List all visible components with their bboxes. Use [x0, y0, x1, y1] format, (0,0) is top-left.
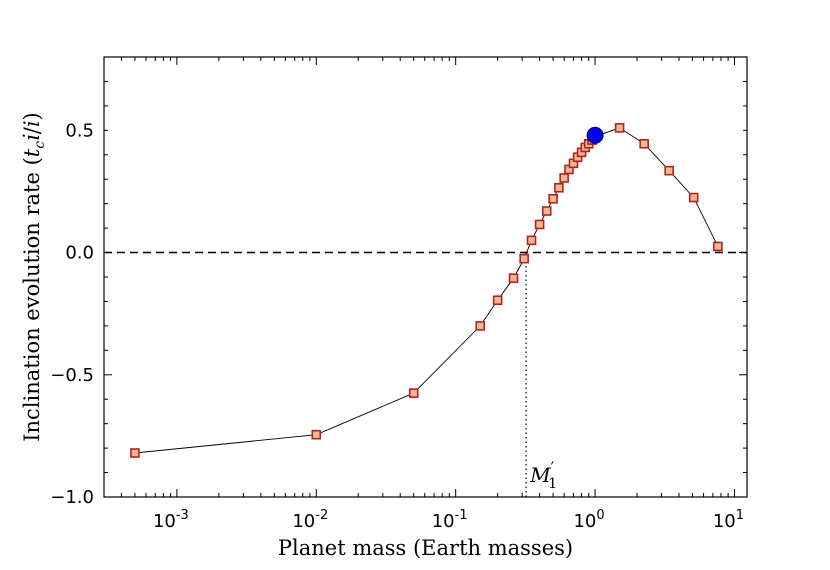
y-axis-title: Inclination evolution rate (tci̇/i)	[20, 112, 48, 442]
x-tick-label: 101	[713, 508, 744, 532]
x-axis-title: Planet mass (Earth masses)	[278, 536, 573, 560]
data-point	[534, 219, 545, 230]
annotation-m: M	[529, 463, 551, 487]
m1-prime-annotation: M′ 1	[529, 458, 557, 492]
tick-labels: 0.5 0.0 −0.5 −1.0 10-3 10-2 10-1 100 101	[50, 120, 744, 532]
highlight-point	[586, 126, 604, 144]
y-axis-title-main: Inclination evolution rate (	[20, 157, 44, 442]
data-point	[688, 192, 699, 203]
data-series	[130, 123, 723, 458]
data-point	[548, 193, 558, 204]
y-tick-label: −1.0	[50, 487, 94, 508]
data-point	[713, 241, 723, 252]
y-axis-title-i: i	[20, 120, 44, 127]
y-axis-title-t: t	[20, 148, 44, 157]
y-tick-label: −0.5	[50, 365, 94, 386]
y-axis-title-idot: i̇	[20, 134, 44, 141]
data-point	[614, 123, 625, 133]
y-axis-title-slash: /	[20, 126, 44, 134]
data-point	[554, 182, 564, 193]
data-point	[408, 388, 419, 398]
y-axis-title-sub-c: c	[32, 141, 48, 149]
axis-ticks	[103, 56, 747, 498]
x-tick-label: 10-1	[432, 508, 468, 532]
data-point	[526, 235, 537, 246]
x-tick-label: 10-3	[153, 508, 189, 532]
data-point	[492, 295, 503, 306]
data-point	[130, 448, 140, 458]
plot-frame	[103, 56, 748, 498]
data-point	[475, 321, 486, 331]
data-point	[639, 138, 649, 149]
data-point	[664, 165, 674, 176]
x-tick-label: 100	[573, 508, 604, 532]
data-point	[559, 173, 569, 183]
annotation-prime: ′	[551, 458, 555, 477]
annotation-sub: 1	[548, 476, 557, 492]
y-tick-label: 0.0	[65, 243, 94, 264]
x-tick-label: 10-2	[292, 508, 328, 532]
data-point	[541, 206, 552, 216]
data-point	[519, 253, 529, 264]
data-point	[311, 429, 322, 440]
reference-lines	[104, 251, 747, 497]
y-tick-label: 0.5	[65, 120, 94, 141]
y-axis-title-close: )	[20, 112, 44, 120]
data-point	[508, 273, 519, 284]
series-line	[134, 127, 719, 454]
